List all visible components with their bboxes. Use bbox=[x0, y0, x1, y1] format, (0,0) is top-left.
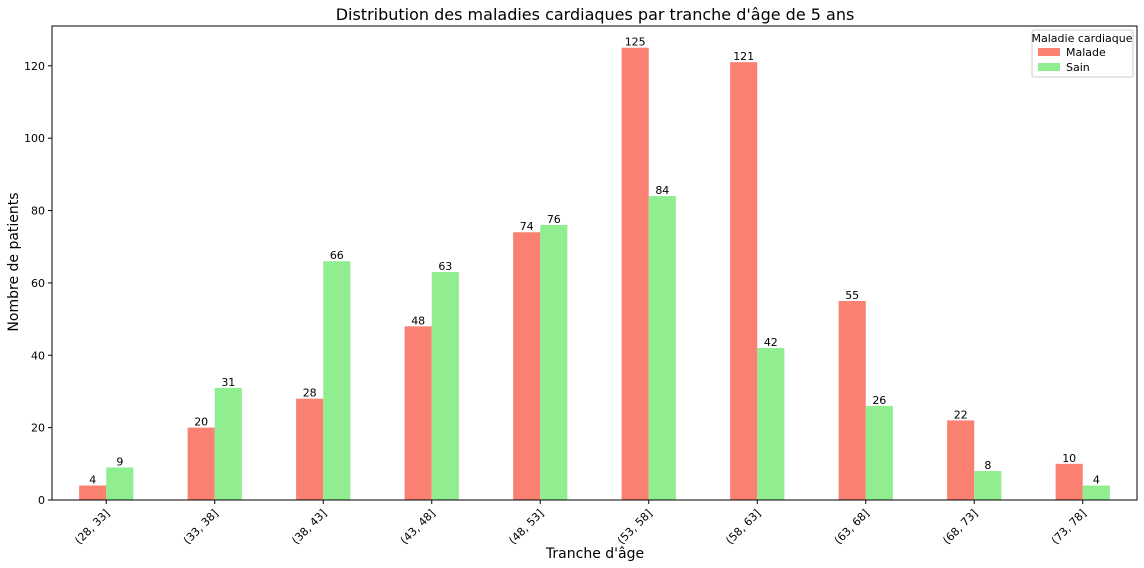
bar-malade-0 bbox=[79, 485, 107, 500]
bar-malade-9 bbox=[1055, 463, 1083, 500]
bar-sain-1 bbox=[214, 387, 242, 500]
bar-malade-3 bbox=[404, 326, 432, 500]
x-tick-label-6: (58, 63] bbox=[723, 507, 763, 547]
bar-label-sain-0: 9 bbox=[116, 455, 123, 468]
bar-label-malade-1: 20 bbox=[194, 416, 208, 429]
y-tick-label-40: 40 bbox=[31, 349, 45, 362]
bar-sain-3 bbox=[431, 272, 459, 500]
bar-label-malade-4: 74 bbox=[520, 220, 534, 233]
bar-label-malade-3: 48 bbox=[411, 314, 425, 327]
bar-sain-4 bbox=[540, 225, 568, 500]
x-tick-label-9: (73, 78] bbox=[1049, 507, 1089, 547]
bar-label-malade-7: 55 bbox=[845, 289, 859, 302]
bar-label-sain-6: 42 bbox=[764, 336, 778, 349]
legend: Maladie cardiaque Malade Sain bbox=[1031, 29, 1134, 78]
legend-label-sain: Sain bbox=[1066, 61, 1090, 74]
bar-label-sain-8: 8 bbox=[984, 459, 991, 472]
bar-malade-2 bbox=[296, 398, 324, 500]
bar-label-sain-9: 4 bbox=[1093, 474, 1100, 487]
bar-label-malade-0: 4 bbox=[89, 474, 96, 487]
x-tick-label-4: (48, 53] bbox=[506, 507, 546, 547]
x-tick-label-2: (38, 43] bbox=[289, 507, 329, 547]
legend-swatch-malade bbox=[1038, 48, 1060, 56]
x-tick-label-5: (53, 58] bbox=[615, 507, 655, 547]
bar-malade-7 bbox=[838, 300, 866, 500]
bar-sain-2 bbox=[323, 261, 351, 500]
bar-malade-8 bbox=[947, 420, 975, 500]
bar-label-sain-5: 84 bbox=[655, 184, 669, 197]
bar-label-malade-8: 22 bbox=[954, 408, 968, 421]
bar-label-sain-1: 31 bbox=[221, 376, 235, 389]
bar-malade-1 bbox=[187, 427, 215, 500]
bar-label-malade-2: 28 bbox=[303, 387, 317, 400]
x-tick-label-8: (68, 73] bbox=[940, 507, 980, 547]
plot-frame bbox=[51, 25, 1138, 501]
bar-malade-6 bbox=[730, 62, 758, 501]
bar-label-sain-4: 76 bbox=[547, 213, 561, 226]
y-tick-label-100: 100 bbox=[24, 132, 45, 145]
bar-label-sain-3: 63 bbox=[438, 260, 452, 273]
bar-sain-9 bbox=[1082, 485, 1110, 500]
bar-sain-8 bbox=[974, 471, 1002, 500]
bar-label-malade-6: 121 bbox=[733, 50, 754, 63]
bar-sain-5 bbox=[648, 196, 676, 500]
legend-title: Maladie cardiaque bbox=[1032, 32, 1133, 45]
y-tick-label-120: 120 bbox=[24, 60, 45, 73]
y-tick-label-80: 80 bbox=[31, 205, 45, 218]
legend-label-malade: Malade bbox=[1066, 46, 1106, 59]
plot-area: 4202848741251215522109316663768442268402… bbox=[24, 25, 1138, 547]
x-tick-label-7: (63, 68] bbox=[832, 507, 872, 547]
bar-sain-6 bbox=[757, 348, 785, 500]
x-tick-label-0: (28, 33] bbox=[72, 507, 112, 547]
y-tick-label-20: 20 bbox=[31, 422, 45, 435]
y-tick-label-0: 0 bbox=[38, 494, 45, 507]
bar-label-malade-9: 10 bbox=[1062, 452, 1076, 465]
chart-title: Distribution des maladies cardiaques par… bbox=[336, 5, 855, 24]
x-tick-label-3: (43, 48] bbox=[398, 507, 438, 547]
legend-swatch-sain bbox=[1038, 63, 1060, 71]
bar-label-malade-5: 125 bbox=[625, 36, 646, 49]
x-tick-label-1: (33, 38] bbox=[181, 507, 221, 547]
bar-malade-4 bbox=[513, 232, 541, 501]
y-tick-label-60: 60 bbox=[31, 277, 45, 290]
bar-sain-7 bbox=[865, 405, 893, 500]
x-axis-title: Tranche d'âge bbox=[545, 546, 644, 562]
bar-sain-0 bbox=[106, 467, 134, 500]
bar-label-sain-7: 26 bbox=[872, 394, 886, 407]
bar-malade-5 bbox=[621, 47, 649, 500]
bar-label-sain-2: 66 bbox=[330, 249, 344, 262]
y-axis-title: Nombre de patients bbox=[6, 192, 22, 331]
